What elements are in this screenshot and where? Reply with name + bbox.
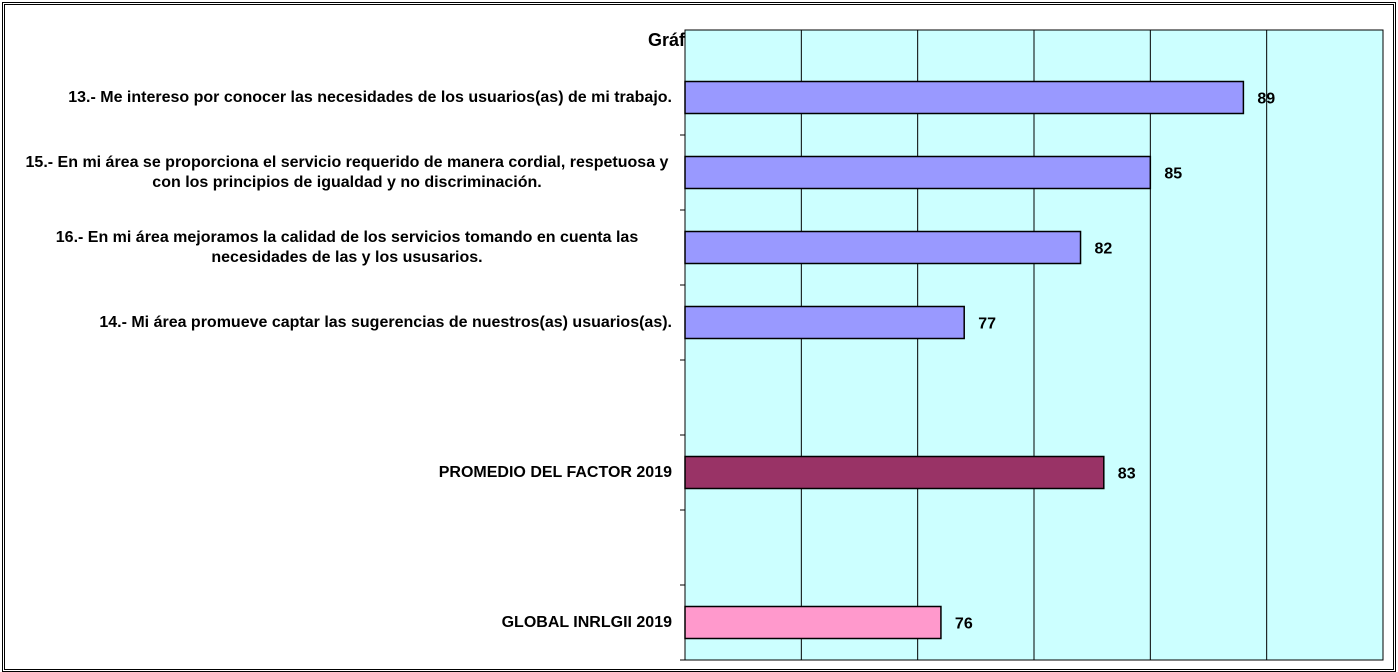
bar <box>684 155 1152 190</box>
y-tick-label: PROMEDIO DEL FACTOR 2019 <box>438 463 672 481</box>
data-label: 85 <box>1164 166 1182 183</box>
bar <box>684 230 1082 265</box>
data-label: 82 <box>1095 241 1113 258</box>
data-label: 83 <box>1118 466 1136 483</box>
data-label: 76 <box>955 616 973 633</box>
y-tick-label: 16.- En mi área mejoramos la calidad de … <box>55 228 639 266</box>
y-tick-label: 13.- Me intereso por conocer las necesid… <box>68 88 672 106</box>
y-tick-label: 15.- En mi área se proporciona el servic… <box>25 153 669 191</box>
bar <box>684 605 942 640</box>
y-tick-label: GLOBAL INRLGII 2019 <box>501 613 672 631</box>
data-label: 89 <box>1257 91 1275 108</box>
bar <box>684 305 965 340</box>
bar <box>684 80 1245 115</box>
y-tick-label: 14.- Mi área promueve captar las sugeren… <box>99 313 672 331</box>
data-label: 77 <box>978 316 996 333</box>
bar <box>684 455 1105 490</box>
